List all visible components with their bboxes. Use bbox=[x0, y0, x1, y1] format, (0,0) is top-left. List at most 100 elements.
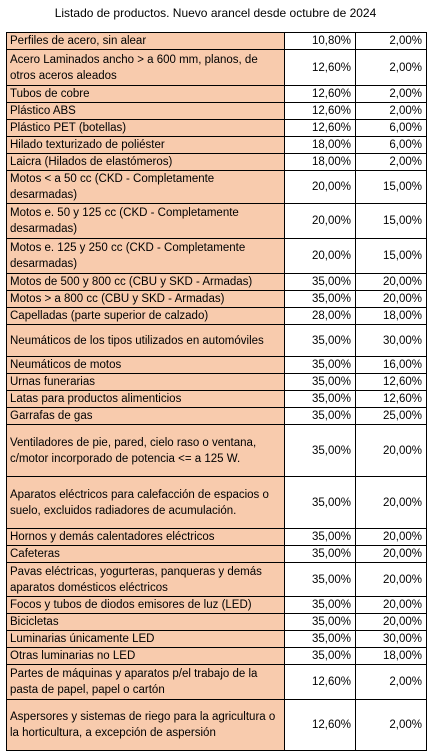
new-tariff-cell: 20,00% bbox=[355, 613, 427, 631]
previous-tariff-cell: 35,00% bbox=[284, 407, 356, 425]
previous-tariff-cell: 35,00% bbox=[284, 273, 356, 291]
previous-tariff-cell: 12,60% bbox=[284, 49, 356, 86]
product-name-cell: Pavas eléctricas, yogurteras, panqueras … bbox=[6, 562, 285, 597]
previous-tariff-cell: 35,00% bbox=[284, 562, 356, 597]
products-table-body: Perfiles de acero, sin alear 10,80% 2,00% A… bbox=[6, 32, 427, 751]
table-row: Garrafas de gas 35,00% 25,00% bbox=[6, 407, 427, 425]
table-row: Laicra (Hilados de elastómeros) 18,00% 2,0… bbox=[6, 153, 427, 171]
previous-tariff-cell: 28,00% bbox=[284, 307, 356, 325]
new-tariff-cell: 2,00% bbox=[355, 664, 427, 700]
table-row: Hilado texturizado de poliéster 18,00% 6,0… bbox=[6, 136, 427, 154]
new-tariff-cell: 12,60% bbox=[355, 373, 427, 391]
products-table: Perfiles de acero, sin alear 10,80% 2,00% A… bbox=[6, 32, 427, 751]
new-tariff-cell: 6,00% bbox=[355, 136, 427, 154]
product-name-cell: Aspersores y sistemas de riego para la a… bbox=[6, 699, 285, 751]
table-row: Neumáticos de motos 35,00% 16,00% bbox=[6, 356, 427, 374]
product-name-cell: Tubos de cobre bbox=[6, 85, 285, 103]
previous-tariff-cell: 18,00% bbox=[284, 153, 356, 171]
new-tariff-cell: 18,00% bbox=[355, 307, 427, 325]
table-row: Bicicletas 35,00% 20,00% bbox=[6, 613, 427, 631]
product-name-cell: Acero Laminados ancho > a 600 mm, planos… bbox=[6, 49, 285, 86]
product-name-cell: Luminarias únicamente LED bbox=[6, 630, 285, 648]
previous-tariff-cell: 35,00% bbox=[284, 647, 356, 665]
product-name-cell: Neumáticos de motos bbox=[6, 356, 285, 374]
previous-tariff-cell: 35,00% bbox=[284, 356, 356, 374]
table-row: Aparatos eléctricos para calefacción de … bbox=[6, 476, 427, 529]
product-name-cell: Hornos y demás calentadores eléctricos bbox=[6, 528, 285, 546]
new-tariff-cell: 12,60% bbox=[355, 390, 427, 408]
previous-tariff-cell: 20,00% bbox=[284, 238, 356, 274]
product-name-cell: Capelladas (parte superior de calzado) bbox=[6, 307, 285, 325]
table-row: Luminarias únicamente LED 35,00% 30,00% bbox=[6, 630, 427, 648]
previous-tariff-cell: 20,00% bbox=[284, 203, 356, 239]
product-name-cell: Cafeteras bbox=[6, 545, 285, 563]
new-tariff-cell: 2,00% bbox=[355, 49, 427, 86]
table-row: Capelladas (parte superior de calzado) 28… bbox=[6, 307, 427, 325]
new-tariff-cell: 6,00% bbox=[355, 119, 427, 137]
table-row: Plástico PET (botellas) 12,60% 6,00% bbox=[6, 119, 427, 137]
product-name-cell: Latas para productos alimenticios bbox=[6, 390, 285, 408]
table-row: Focos y tubos de diodos emisores de luz … bbox=[6, 596, 427, 614]
product-name-cell: Motos e. 50 y 125 cc (CKD - Completament… bbox=[6, 203, 285, 239]
product-name-cell: Motos > a 800 cc (CBU y SKD - Armadas) bbox=[6, 290, 285, 308]
table-row: Motos de 500 y 800 cc (CBU y SKD - Armad… bbox=[6, 273, 427, 291]
product-name-cell: Otras luminarias no LED bbox=[6, 647, 285, 665]
product-name-cell: Laicra (Hilados de elastómeros) bbox=[6, 153, 285, 171]
previous-tariff-cell: 12,60% bbox=[284, 85, 356, 103]
previous-tariff-cell: 35,00% bbox=[284, 630, 356, 648]
previous-tariff-cell: 35,00% bbox=[284, 613, 356, 631]
previous-tariff-cell: 35,00% bbox=[284, 545, 356, 563]
previous-tariff-cell: 12,60% bbox=[284, 664, 356, 700]
previous-tariff-cell: 12,60% bbox=[284, 102, 356, 120]
new-tariff-cell: 18,00% bbox=[355, 647, 427, 665]
new-tariff-cell: 2,00% bbox=[355, 699, 427, 751]
previous-tariff-cell: 35,00% bbox=[284, 390, 356, 408]
new-tariff-cell: 30,00% bbox=[355, 630, 427, 648]
table-row: Pavas eléctricas, yogurteras, panqueras … bbox=[6, 562, 427, 597]
table-row: Motos e. 125 y 250 cc (CKD - Completamen… bbox=[6, 238, 427, 274]
new-tariff-cell: 15,00% bbox=[355, 170, 427, 204]
table-row: Partes de máquinas y aparatos p/el traba… bbox=[6, 664, 427, 700]
product-name-cell: Plástico PET (botellas) bbox=[6, 119, 285, 137]
product-name-cell: Urnas funerarias bbox=[6, 373, 285, 391]
new-tariff-cell: 20,00% bbox=[355, 545, 427, 563]
new-tariff-cell: 20,00% bbox=[355, 290, 427, 308]
previous-tariff-cell: 35,00% bbox=[284, 596, 356, 614]
previous-tariff-cell: 35,00% bbox=[284, 528, 356, 546]
previous-tariff-cell: 35,00% bbox=[284, 424, 356, 477]
table-row: Motos > a 800 cc (CBU y SKD - Armadas) 35… bbox=[6, 290, 427, 308]
previous-tariff-cell: 10,80% bbox=[284, 32, 356, 50]
product-name-cell: Motos < a 50 cc (CKD - Completamente des… bbox=[6, 170, 285, 204]
new-tariff-cell: 30,00% bbox=[355, 324, 427, 357]
new-tariff-cell: 20,00% bbox=[355, 562, 427, 597]
product-name-cell: Plástico ABS bbox=[6, 102, 285, 120]
previous-tariff-cell: 20,00% bbox=[284, 170, 356, 204]
product-name-cell: Motos e. 125 y 250 cc (CKD - Completamen… bbox=[6, 238, 285, 274]
new-tariff-cell: 15,00% bbox=[355, 238, 427, 274]
table-row: Neumáticos de los tipos utilizados en au… bbox=[6, 324, 427, 357]
table-row: Latas para productos alimenticios 35,00% 1… bbox=[6, 390, 427, 408]
new-tariff-cell: 25,00% bbox=[355, 407, 427, 425]
product-name-cell: Neumáticos de los tipos utilizados en au… bbox=[6, 324, 285, 357]
product-name-cell: Partes de máquinas y aparatos p/el traba… bbox=[6, 664, 285, 700]
table-row: Perfiles de acero, sin alear 10,80% 2,00% bbox=[6, 32, 427, 50]
new-tariff-cell: 20,00% bbox=[355, 528, 427, 546]
new-tariff-cell: 20,00% bbox=[355, 596, 427, 614]
table-row: Acero Laminados ancho > a 600 mm, planos… bbox=[6, 49, 427, 86]
table-row: Cafeteras 35,00% 20,00% bbox=[6, 545, 427, 563]
new-tariff-cell: 20,00% bbox=[355, 424, 427, 477]
new-tariff-cell: 2,00% bbox=[355, 32, 427, 50]
product-name-cell: Ventiladores de pie, pared, cielo raso o… bbox=[6, 424, 285, 477]
page-title: Listado de productos. Nuevo arancel desd… bbox=[54, 6, 377, 20]
table-row: Motos e. 50 y 125 cc (CKD - Completament… bbox=[6, 203, 427, 239]
product-name-cell: Garrafas de gas bbox=[6, 407, 285, 425]
product-name-cell: Motos de 500 y 800 cc (CBU y SKD - Armad… bbox=[6, 273, 285, 291]
previous-tariff-cell: 18,00% bbox=[284, 136, 356, 154]
product-name-cell: Aparatos eléctricos para calefacción de … bbox=[6, 476, 285, 529]
product-name-cell: Bicicletas bbox=[6, 613, 285, 631]
product-name-cell: Focos y tubos de diodos emisores de luz … bbox=[6, 596, 285, 614]
previous-tariff-cell: 35,00% bbox=[284, 476, 356, 529]
new-tariff-cell: 2,00% bbox=[355, 85, 427, 103]
new-tariff-cell: 15,00% bbox=[355, 203, 427, 239]
product-name-cell: Hilado texturizado de poliéster bbox=[6, 136, 285, 154]
